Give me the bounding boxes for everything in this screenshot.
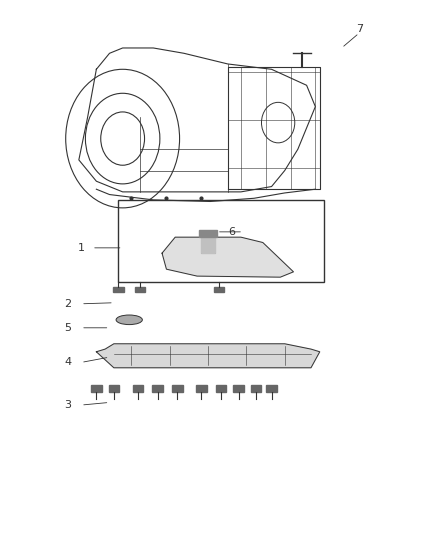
Text: 2: 2 xyxy=(64,299,71,309)
Polygon shape xyxy=(199,230,217,237)
Polygon shape xyxy=(96,344,320,368)
Polygon shape xyxy=(113,287,124,292)
Text: 7: 7 xyxy=(356,25,363,34)
Text: 1: 1 xyxy=(78,243,85,253)
Polygon shape xyxy=(266,385,277,392)
Polygon shape xyxy=(162,237,293,277)
Polygon shape xyxy=(251,385,261,392)
Polygon shape xyxy=(109,385,119,392)
Text: 4: 4 xyxy=(64,358,71,367)
Polygon shape xyxy=(214,287,224,292)
Bar xyxy=(118,200,324,282)
Polygon shape xyxy=(196,385,207,392)
Text: 3: 3 xyxy=(64,400,71,410)
Polygon shape xyxy=(172,385,183,392)
Polygon shape xyxy=(201,237,215,253)
Text: 6: 6 xyxy=(229,227,236,237)
Polygon shape xyxy=(135,287,145,292)
Polygon shape xyxy=(91,385,102,392)
Ellipse shape xyxy=(116,315,142,325)
Polygon shape xyxy=(133,385,143,392)
Text: 5: 5 xyxy=(64,323,71,333)
Polygon shape xyxy=(216,385,226,392)
Polygon shape xyxy=(152,385,163,392)
Polygon shape xyxy=(233,385,244,392)
